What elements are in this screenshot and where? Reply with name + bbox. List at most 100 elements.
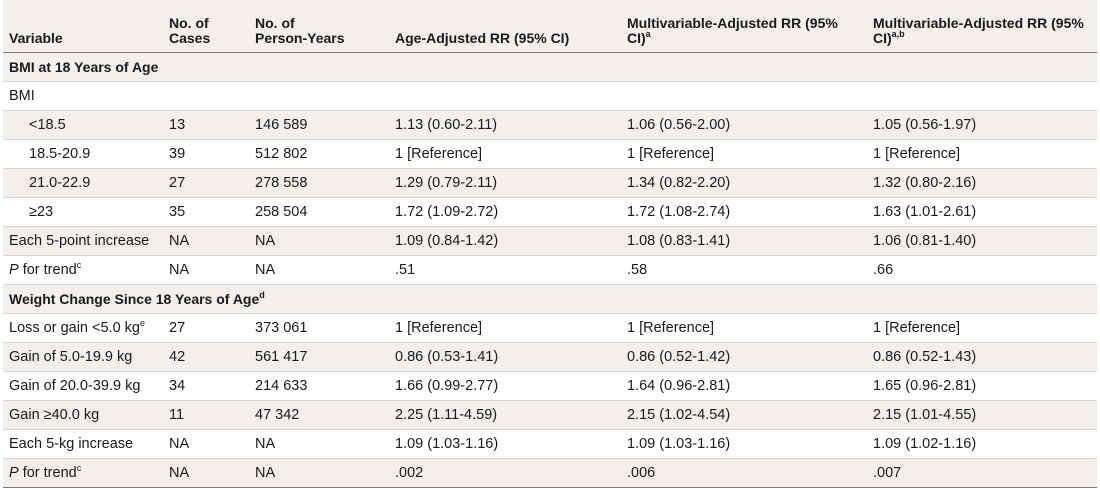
cell-age-adjusted: 1.66 (0.99-2.77): [395, 378, 499, 394]
cell-cases: 27: [169, 320, 186, 336]
cell-multivariable-1: 1 [Reference]: [627, 320, 715, 336]
cell-cases: NA: [169, 465, 190, 481]
cell-variable: 21.0-22.9: [29, 175, 91, 191]
cell-multivariable-2: 1 [Reference]: [873, 320, 961, 336]
cell-multivariable-1: 1.08 (0.83-1.41): [627, 233, 731, 249]
table-row: 21.0-22.9 27 278 558 1.29 (0.79-2.11) 1.34 (…: [3, 169, 1097, 198]
table-row: Gain of 20.0-39.9 kg 34 214 633 1.66 (0.99-…: [3, 372, 1097, 401]
header-cases: No. of Cases: [169, 15, 211, 46]
cell-variable: BMI at 18 Years of Age: [9, 59, 159, 75]
cell-text: for trend: [18, 465, 77, 481]
header-multivariable-1: Multivariable-Adjusted RR (95% CI)a: [627, 15, 838, 46]
table-row: <18.5 13 146 589 1.13 (0.60-2.11) 1.06 (0.56…: [3, 111, 1097, 140]
footnote-marker: c: [76, 260, 82, 270]
cell-person-years: NA: [255, 436, 276, 452]
cell-cases: 39: [169, 146, 186, 162]
cell-age-adjusted: .51: [395, 262, 416, 278]
table-row: Each 5-kg increase NA NA 1.09 (1.03-1.16) 1.…: [3, 430, 1097, 459]
footnote-marker: c: [76, 463, 82, 473]
cell-cases: 42: [169, 349, 186, 365]
cell-cases: NA: [169, 233, 190, 249]
header-person-years: No. of Person-Years: [255, 15, 345, 46]
table-row: Gain of 5.0-19.9 kg 42 561 417 0.86 (0.53-1…: [3, 343, 1097, 372]
cell-cases: NA: [169, 436, 190, 452]
table-row: ≥23 35 258 504 1.72 (1.09-2.72) 1.72 (1.08-2…: [3, 198, 1097, 227]
cell-variable: Loss or gain <5.0 kge: [9, 318, 146, 337]
cell-multivariable-2: 1.65 (0.96-2.81): [873, 378, 977, 394]
cell-multivariable-1: 1.72 (1.08-2.74): [627, 204, 731, 220]
cell-person-years: 512 802: [255, 146, 308, 162]
cell-age-adjusted: 2.25 (1.11-4.59): [395, 407, 498, 423]
cell-multivariable-1: 0.86 (0.52-1.42): [627, 349, 731, 365]
table-body: BMI at 18 Years of Age BMI <18.5 13 146 589 1…: [3, 53, 1097, 487]
data-table: Variable No. of Cases No. of Person-Years A…: [3, 0, 1097, 488]
cell-multivariable-2: 1.05 (0.56-1.97): [873, 117, 977, 133]
cell-multivariable-2: 1 [Reference]: [873, 146, 961, 162]
cell-age-adjusted: 1.13 (0.60-2.11): [395, 117, 498, 133]
cell-variable: P for trendc: [9, 463, 82, 482]
footnote-marker: a,b: [891, 29, 905, 39]
cell-variable: Gain of 20.0-39.9 kg: [9, 378, 141, 394]
table-row: BMI: [3, 82, 1097, 111]
footnote-marker: a: [645, 29, 651, 39]
cell-age-adjusted: 1 [Reference]: [395, 320, 483, 336]
table-row: P for trendc NA NA .51 .58 .66: [3, 256, 1097, 285]
table-row: Loss or gain <5.0 kge 27 373 061 1 [Referen…: [3, 314, 1097, 343]
cell-text: for trend: [18, 262, 77, 278]
cell-person-years: 146 589: [255, 117, 308, 133]
cell-cases: NA: [169, 262, 190, 278]
cell-person-years: 258 504: [255, 204, 308, 220]
p-label: P: [9, 465, 19, 481]
cell-multivariable-2: 1.06 (0.81-1.40): [873, 233, 977, 249]
cell-age-adjusted: 1.29 (0.79-2.11): [395, 175, 498, 191]
cell-age-adjusted: 1.09 (0.84-1.42): [395, 233, 499, 249]
cell-multivariable-2: 1.63 (1.01-2.61): [873, 204, 977, 220]
cell-person-years: 561 417: [255, 349, 308, 365]
cell-multivariable-1: 1.64 (0.96-2.81): [627, 378, 731, 394]
table-row: P for trendc NA NA .002 .006 .007: [3, 459, 1097, 487]
header-variable: Variable: [9, 30, 63, 46]
cell-age-adjusted: .002: [395, 465, 424, 481]
cell-person-years: 278 558: [255, 175, 308, 191]
cell-variable: ≥23: [29, 204, 54, 220]
table-header: Variable No. of Cases No. of Person-Years A…: [3, 0, 1097, 53]
table-row: Gain ≥40.0 kg 11 47 342 2.25 (1.11-4.59) 2.1…: [3, 401, 1097, 430]
footnote-marker: e: [140, 318, 146, 328]
cell-person-years: 214 633: [255, 378, 308, 394]
cell-person-years: 373 061: [255, 320, 308, 336]
table-row: 18.5-20.9 39 512 802 1 [Reference] 1 [Refere…: [3, 140, 1097, 169]
cell-variable: Each 5-kg increase: [9, 436, 134, 452]
cell-multivariable-1: 1 [Reference]: [627, 146, 715, 162]
section-row: Weight Change Since 18 Years of Aged: [3, 285, 1097, 314]
cell-multivariable-2: 1.32 (0.80-2.16): [873, 175, 977, 191]
cell-variable: BMI: [9, 88, 35, 104]
cell-cases: 27: [169, 175, 186, 191]
cell-person-years: 47 342: [255, 407, 300, 423]
cell-multivariable-1: 1.06 (0.56-2.00): [627, 117, 731, 133]
cell-multivariable-1: 1.09 (1.03-1.16): [627, 436, 731, 452]
cell-variable: P for trendc: [9, 260, 82, 279]
cell-multivariable-1: .006: [627, 465, 656, 481]
cell-multivariable-1: .58: [627, 262, 648, 278]
cell-multivariable-2: .007: [873, 465, 902, 481]
cell-variable: 18.5-20.9: [29, 146, 91, 162]
footnote-marker: d: [259, 290, 265, 300]
p-label: P: [9, 262, 19, 278]
cell-variable: <18.5: [29, 117, 66, 133]
cell-variable: Gain ≥40.0 kg: [9, 407, 100, 423]
cell-cases: 34: [169, 378, 186, 394]
header-multivariable-2: Multivariable-Adjusted RR (95% CI)a,b: [873, 15, 1084, 46]
cell-variable: Gain of 5.0-19.9 kg: [9, 349, 133, 365]
cell-cases: 35: [169, 204, 186, 220]
cell-multivariable-2: 1.09 (1.02-1.16): [873, 436, 977, 452]
cell-person-years: NA: [255, 262, 276, 278]
cell-multivariable-2: .66: [873, 262, 894, 278]
cell-age-adjusted: 0.86 (0.53-1.41): [395, 349, 499, 365]
cell-cases: 13: [169, 117, 186, 133]
cell-multivariable-2: 2.15 (1.01-4.55): [873, 407, 977, 423]
cell-multivariable-2: 0.86 (0.52-1.43): [873, 349, 977, 365]
table-row: Each 5-point increase NA NA 1.09 (0.84-1.42…: [3, 227, 1097, 256]
cell-cases: 11: [169, 407, 185, 423]
section-row: BMI at 18 Years of Age: [3, 53, 1097, 82]
header-age-adjusted: Age-Adjusted RR (95% CI): [395, 30, 570, 46]
